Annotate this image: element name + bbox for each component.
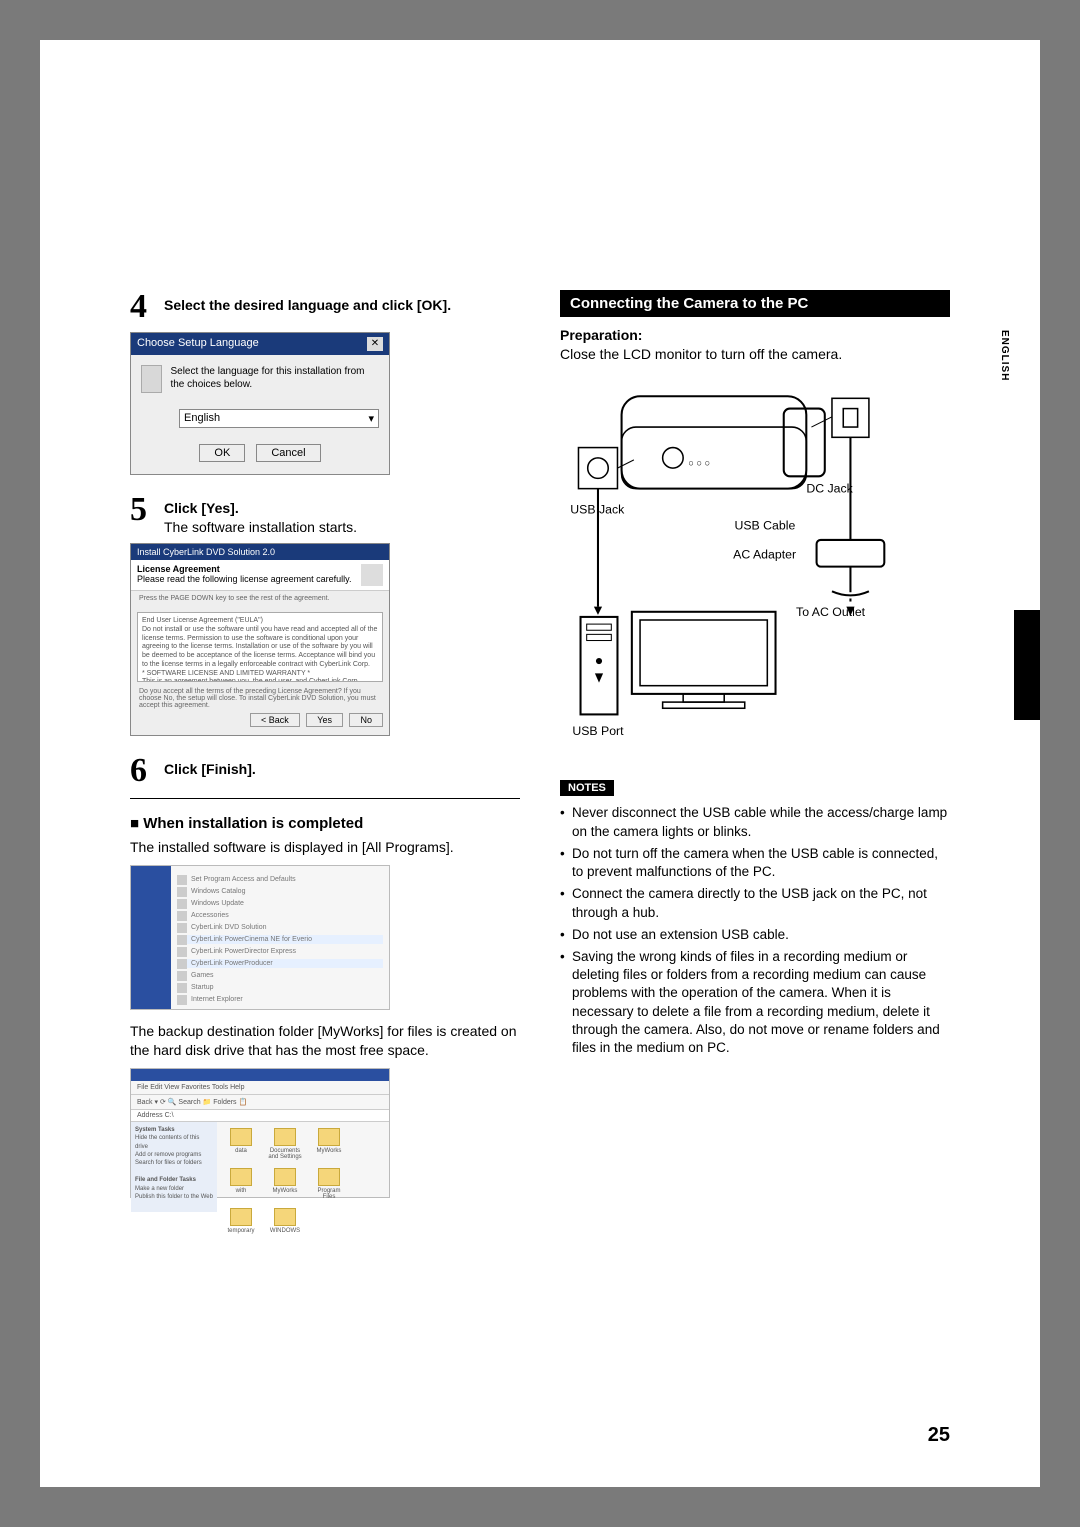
cancel-button[interactable]: Cancel xyxy=(256,444,320,462)
explorer-screenshot: File Edit View Favorites Tools Help Back… xyxy=(130,1068,390,1198)
step-title: Click [Finish]. xyxy=(164,754,256,788)
start-menu-screenshot: Set Program Access and Defaults Windows … xyxy=(130,865,390,1010)
preparation-label: Preparation: xyxy=(560,327,642,343)
dialog-title: Choose Setup Language xyxy=(137,337,259,351)
step-title: Click [Yes]. xyxy=(164,493,357,517)
connection-diagram: ○ ○ ○ USB Jack DC Jack USB Cable AC Adap… xyxy=(560,386,950,755)
step-number: 5 xyxy=(130,493,154,535)
section-title: Connecting the Camera to the PC xyxy=(560,290,950,317)
completed-body-2: The backup destination folder [MyWorks] … xyxy=(130,1022,520,1060)
svg-text:AC Adapter: AC Adapter xyxy=(733,547,796,561)
ok-button[interactable]: OK xyxy=(199,444,245,462)
manual-page: ENGLISH 4 Select the desired language an… xyxy=(40,40,1040,1487)
dialog-titlebar: Install CyberLink DVD Solution 2.0 xyxy=(131,544,389,560)
step-title: Select the desired language and click [O… xyxy=(164,290,451,324)
svg-text:DC Jack: DC Jack xyxy=(806,482,853,496)
installer-icon xyxy=(361,564,383,586)
license-heading: License Agreement xyxy=(137,564,351,574)
license-dialog: Install CyberLink DVD Solution 2.0 Licen… xyxy=(130,543,390,736)
explorer-address: Address C:\ xyxy=(131,1110,389,1122)
eula-text[interactable]: End User License Agreement ("EULA") Do n… xyxy=(137,612,383,682)
scroll-hint: Press the PAGE DOWN key to see the rest … xyxy=(131,591,389,606)
note-item: Never disconnect the USB cable while the… xyxy=(560,804,950,840)
thumb-tab xyxy=(1014,610,1040,720)
explorer-menu: File Edit View Favorites Tools Help xyxy=(131,1081,389,1095)
no-button[interactable]: No xyxy=(349,713,383,727)
language-side-label: ENGLISH xyxy=(999,330,1010,381)
back-button[interactable]: < Back xyxy=(250,713,300,727)
license-subheading: Please read the following license agreem… xyxy=(137,574,351,584)
note-item: Saving the wrong kinds of files in a rec… xyxy=(560,948,950,1057)
right-column: Connecting the Camera to the PC Preparat… xyxy=(560,290,950,1407)
svg-text:To AC Outlet: To AC Outlet xyxy=(796,605,866,619)
combo-value: English xyxy=(184,412,220,425)
svg-text:USB Cable: USB Cable xyxy=(734,519,795,533)
explorer-toolbar: Back ▾ ⟳ 🔍 Search 📁 Folders 📋 xyxy=(131,1095,389,1110)
close-icon[interactable]: ✕ xyxy=(367,337,383,351)
svg-text:○ ○ ○: ○ ○ ○ xyxy=(688,458,710,468)
note-item: Do not use an extension USB cable. xyxy=(560,926,950,944)
choose-language-dialog: Choose Setup Language ✕ Select the langu… xyxy=(130,332,390,475)
left-column: 4 Select the desired language and click … xyxy=(130,290,520,1407)
note-item: Connect the camera directly to the USB j… xyxy=(560,885,950,921)
step-body: The software installation starts. xyxy=(164,519,357,535)
step-4: 4 Select the desired language and click … xyxy=(130,290,520,324)
completed-heading: When installation is completed xyxy=(130,815,520,832)
yes-button[interactable]: Yes xyxy=(306,713,343,727)
step-5: 5 Click [Yes]. The software installation… xyxy=(130,493,520,535)
svg-text:USB Port: USB Port xyxy=(572,724,624,738)
note-item: Do not turn off the camera when the USB … xyxy=(560,845,950,881)
globe-icon xyxy=(141,365,162,393)
language-combobox[interactable]: English ▾ xyxy=(179,409,379,428)
preparation-text: Close the LCD monitor to turn off the ca… xyxy=(560,346,842,362)
step-number: 4 xyxy=(130,290,154,324)
notes-label: NOTES xyxy=(560,780,614,796)
dialog-message: Select the language for this installatio… xyxy=(170,365,379,393)
step-number: 6 xyxy=(130,754,154,788)
notes-list: Never disconnect the USB cable while the… xyxy=(560,804,950,1057)
dialog-titlebar: Choose Setup Language ✕ xyxy=(131,333,389,355)
chevron-down-icon: ▾ xyxy=(368,412,374,425)
page-number: 25 xyxy=(928,1424,950,1447)
completed-body-1: The installed software is displayed in [… xyxy=(130,838,520,857)
step-6: 6 Click [Finish]. xyxy=(130,754,520,788)
license-footer: Do you accept all the terms of the prece… xyxy=(131,688,389,709)
